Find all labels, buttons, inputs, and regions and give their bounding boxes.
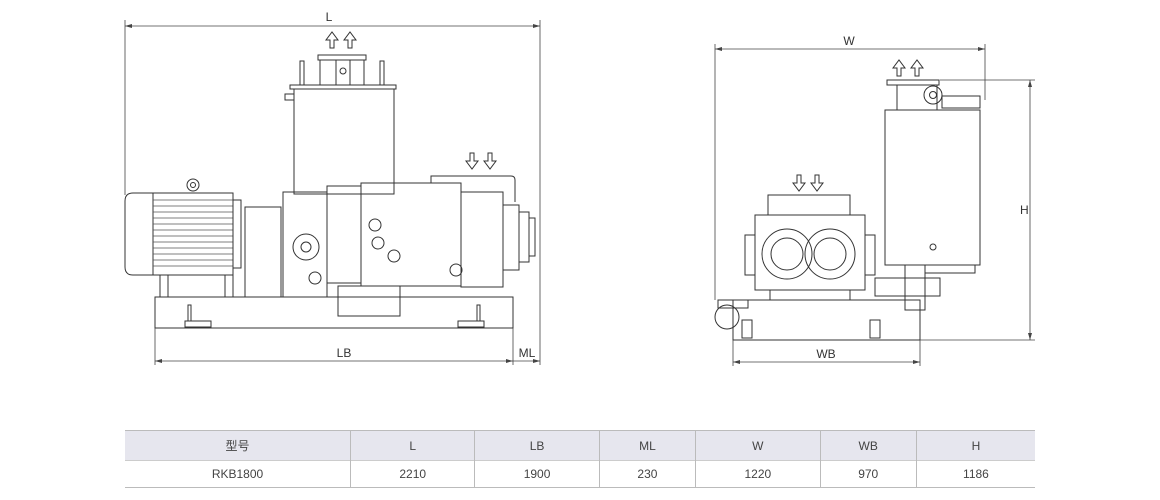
roots-pump: [714, 194, 876, 330]
dimension-label-H: H: [1020, 203, 1029, 217]
table-row: RKB1800 2210 1900 230 1220 970 1186: [125, 460, 1035, 488]
cell-LB: 1900: [474, 460, 600, 488]
dimension-label-L: L: [326, 10, 333, 24]
dimension-LB: LB ML: [154, 328, 540, 365]
inlet-arrows-icon: [465, 152, 497, 170]
dimension-label-WB: WB: [816, 347, 835, 361]
dimension-label-ML: ML: [519, 346, 536, 360]
table-header-row: 型号 L LB ML W WB H: [125, 430, 1035, 461]
cell-L: 2210: [350, 460, 476, 488]
dimension-H: H: [920, 79, 1035, 341]
end-view: W: [714, 34, 1035, 366]
dimension-W: W: [714, 34, 986, 300]
base-frame: [154, 296, 514, 329]
base-frame: [732, 299, 921, 341]
header-L: L: [350, 430, 476, 461]
dimension-label-W: W: [843, 34, 855, 48]
inlet-arrows-icon: [792, 174, 824, 192]
dimension-table: 型号 L LB ML W WB H RKB1800 2210 1900 230 …: [125, 430, 1035, 488]
header-WB: WB: [820, 430, 917, 461]
outlet-arrows-icon: [325, 31, 357, 49]
header-H: H: [971, 438, 981, 453]
technical-drawing: L: [124, 10, 1035, 366]
header-ML: ML: [599, 430, 697, 461]
pump-body: [282, 175, 536, 317]
side-view: L: [124, 10, 541, 365]
dimension-label-LB: LB: [337, 346, 352, 360]
dimension-L: L: [124, 10, 541, 365]
cell-model: RKB1800: [125, 460, 352, 488]
header-W: W: [695, 430, 821, 461]
header-LB: LB: [474, 430, 600, 461]
cell-H: 1186: [963, 467, 989, 481]
cell-ML: 230: [599, 460, 697, 488]
outlet-arrows-icon: [892, 59, 924, 77]
oil-tank: [284, 54, 397, 195]
oil-tank: [874, 79, 981, 311]
cell-W: 1220: [695, 460, 821, 488]
motor: [124, 178, 282, 298]
dimension-WB: WB: [732, 340, 921, 366]
cell-WB: 970: [820, 460, 917, 488]
header-model: 型号: [125, 430, 352, 461]
